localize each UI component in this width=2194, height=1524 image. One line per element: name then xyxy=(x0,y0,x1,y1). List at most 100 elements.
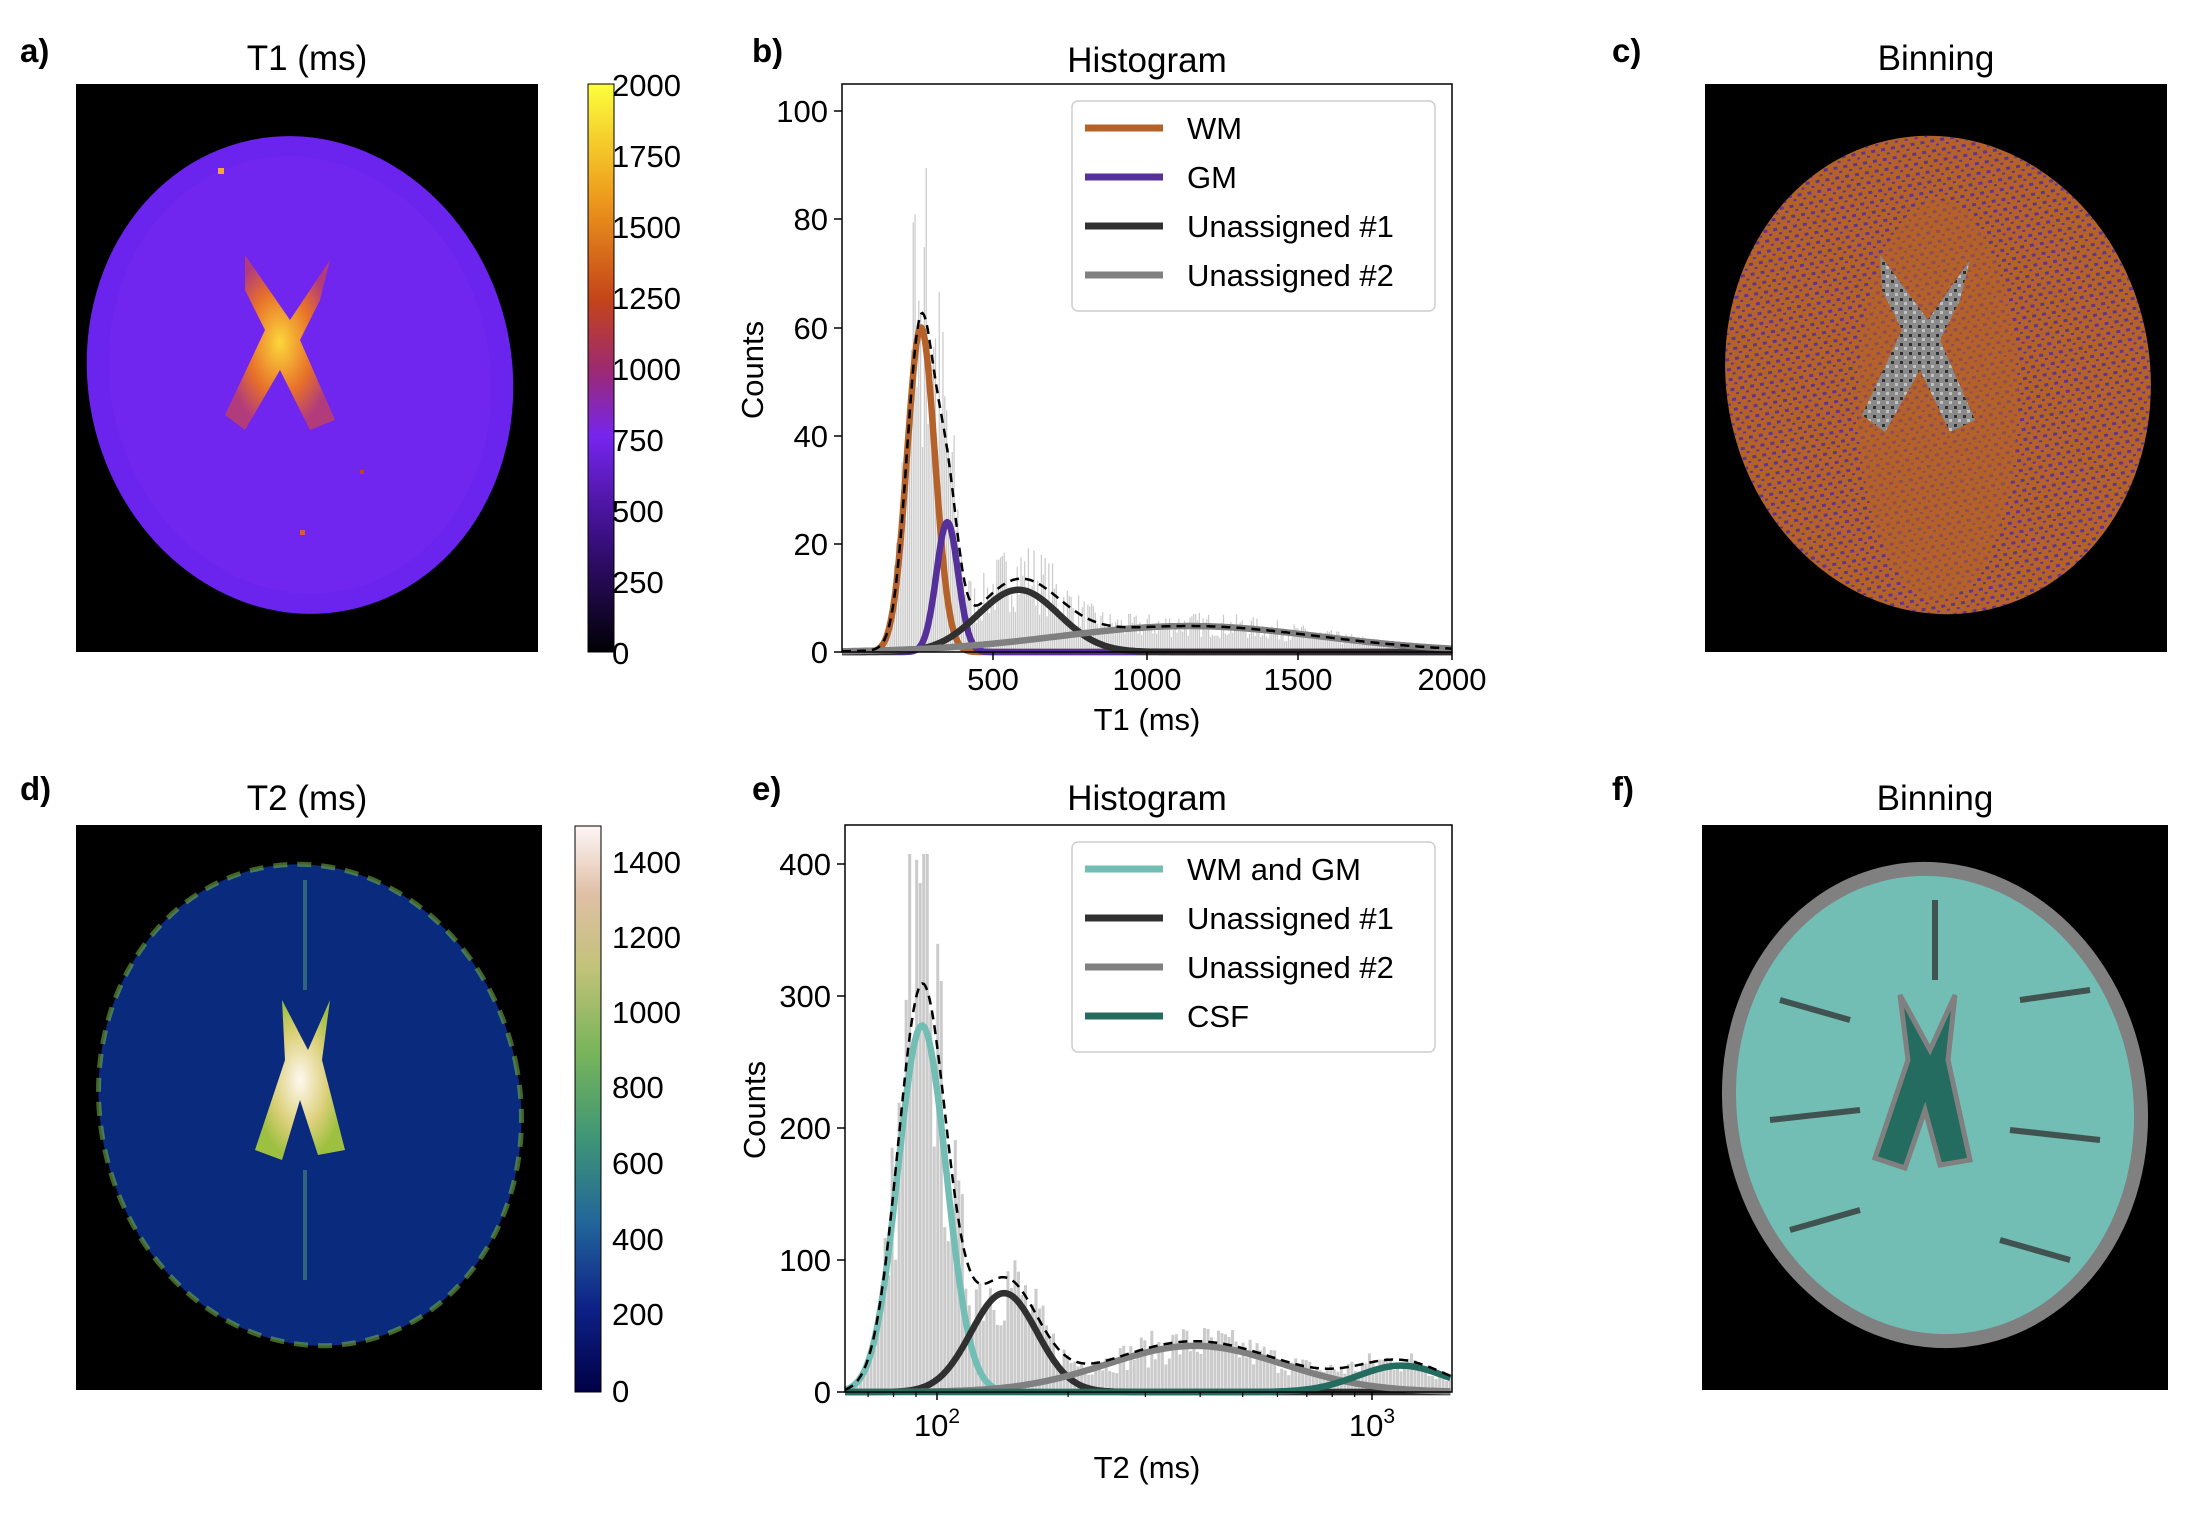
histogram-bar xyxy=(1148,614,1150,652)
histogram-bar xyxy=(1289,639,1292,652)
histogram-bar xyxy=(998,559,1000,652)
histogram-bar xyxy=(1090,1374,1094,1392)
histogram-bar xyxy=(946,1241,950,1392)
histogram-bar xyxy=(1413,1360,1417,1392)
histogram-bar xyxy=(1297,1363,1301,1392)
histogram-bar xyxy=(1273,1350,1277,1392)
histogram-bar xyxy=(1250,620,1252,652)
histogram-bar xyxy=(1009,612,1011,652)
histogram-bar xyxy=(1247,637,1249,652)
histogram-bar xyxy=(1241,620,1243,652)
histogram-bar xyxy=(931,365,933,652)
histogram-bar xyxy=(1152,633,1154,652)
histogram-bar xyxy=(1020,1294,1024,1392)
histogram-bar xyxy=(905,520,907,652)
histogram-bar xyxy=(1360,644,1362,652)
histogram-bar xyxy=(910,349,912,652)
histogram-bar xyxy=(1280,632,1282,652)
panel-b: b) Histogram 500 1000 1500 2000 0 20 40 … xyxy=(735,32,1486,737)
histogram-bar xyxy=(1125,1369,1129,1392)
histogram-bar xyxy=(970,581,972,652)
histogram-bar xyxy=(936,943,940,1392)
panel-d: d) T2 (ms) 1400 1200 1000 800 600 400 20… xyxy=(20,770,681,1409)
histogram-bar xyxy=(1237,628,1239,652)
chart-e-legend: WM and GM Unassigned #1 Unassigned #2 CS… xyxy=(1071,841,1436,1053)
chart-e-xtick-label: 103 xyxy=(1349,1405,1395,1443)
chart-e-sum-curve xyxy=(844,982,1451,1391)
histogram-bar xyxy=(1172,630,1174,652)
histogram-bar xyxy=(1132,1359,1136,1392)
histogram-bar xyxy=(1059,611,1061,652)
histogram-bar xyxy=(1174,623,1176,652)
histogram-bar xyxy=(977,606,979,652)
histogram-bar xyxy=(1129,613,1132,652)
histogram-bar xyxy=(1220,1333,1224,1392)
histogram-bar xyxy=(1124,633,1126,652)
histogram-bar xyxy=(1211,634,1213,652)
histogram-bar xyxy=(1189,617,1191,652)
histogram-bar xyxy=(1301,1359,1305,1392)
panel-title-c: Binning xyxy=(1878,39,1995,78)
t1-cbar-tick-2000: 2000 xyxy=(612,68,681,103)
chart-b-xtick-label: 2000 xyxy=(1418,662,1487,697)
histogram-bar xyxy=(1126,630,1128,652)
histogram-bar xyxy=(1042,574,1044,652)
histogram-bar xyxy=(1226,635,1228,652)
chart-b-legend-label: GM xyxy=(1187,160,1237,195)
histogram-bar xyxy=(1165,618,1167,652)
histogram-bar xyxy=(1164,1364,1168,1392)
histogram-bar xyxy=(1438,1372,1442,1392)
histogram-bar xyxy=(1055,584,1057,652)
histogram-bar xyxy=(939,981,943,1392)
chart-b-xtick-label: 1500 xyxy=(1264,662,1333,697)
histogram-bar xyxy=(922,854,926,1392)
t2-cbar-tick-1200: 1200 xyxy=(612,920,681,955)
histogram-bar xyxy=(1382,643,1384,652)
histogram-bar xyxy=(1269,1350,1273,1392)
histogram-bar xyxy=(1120,620,1122,652)
histogram-bar xyxy=(1178,619,1180,652)
histogram-bar xyxy=(1053,588,1056,652)
histogram-bar xyxy=(1276,620,1278,652)
histogram-bar xyxy=(995,1324,999,1392)
histogram-bar xyxy=(1111,623,1113,652)
histogram-bar xyxy=(1371,642,1373,652)
histogram-bar xyxy=(1310,637,1312,652)
histogram-bar xyxy=(920,313,922,652)
histogram-bar xyxy=(1038,614,1041,652)
histogram-bar xyxy=(1030,1304,1035,1392)
histogram-bar xyxy=(1076,625,1078,652)
chart-e-legend-label: WM and GM xyxy=(1187,852,1361,887)
chart-e-axes-frame xyxy=(844,824,1453,1393)
histogram-bar xyxy=(915,859,919,1392)
histogram-bar xyxy=(1057,608,1059,652)
histogram-bar xyxy=(1312,636,1314,652)
histogram-bar xyxy=(1143,1340,1147,1392)
histogram-bar xyxy=(1284,641,1286,652)
histogram-bar xyxy=(918,300,920,652)
histogram-bar xyxy=(1199,1353,1203,1392)
histogram-bar xyxy=(1304,628,1306,652)
chart-b-ytick-label: 80 xyxy=(794,202,828,237)
histogram-bar xyxy=(1155,633,1158,652)
histogram-bar xyxy=(985,611,987,652)
histogram-bar xyxy=(1216,1330,1221,1392)
chart-b-xtick-label: 1000 xyxy=(1113,662,1182,697)
histogram-bar xyxy=(992,1309,996,1392)
histogram-bar xyxy=(866,1358,870,1392)
histogram-bar xyxy=(1235,614,1238,652)
histogram-bar xyxy=(911,1055,915,1392)
histogram-bar xyxy=(1202,1328,1206,1392)
histogram-bar xyxy=(1224,1334,1228,1392)
histogram-bar xyxy=(1107,626,1109,652)
histogram-bar xyxy=(914,214,916,652)
t2-colorbar-ticks: 1400 1200 1000 800 600 400 200 0 xyxy=(612,845,681,1409)
chart-e-legend-label: Unassigned #1 xyxy=(1187,901,1394,936)
histogram-bar xyxy=(1330,630,1332,652)
histogram-bar xyxy=(925,854,929,1392)
chart-b-legend-label: WM xyxy=(1187,111,1242,146)
histogram-bar xyxy=(1243,629,1245,652)
t2-colorbar xyxy=(574,825,602,1393)
histogram-bar xyxy=(1322,1371,1326,1392)
histogram-bar xyxy=(1213,635,1215,652)
